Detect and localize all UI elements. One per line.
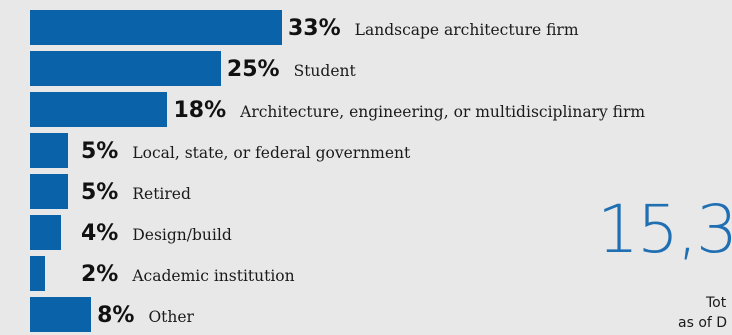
category-label: Academic institution [132, 267, 295, 285]
value-label: 33% [288, 16, 341, 41]
value-label: 5% [81, 139, 119, 164]
bar-7 [30, 256, 46, 291]
category-label: Retired [132, 185, 191, 203]
category-label: Landscape architecture firm [354, 21, 579, 39]
total-members-number: 15,3 [597, 191, 732, 268]
bar-4 [30, 133, 69, 168]
bar-6 [30, 215, 61, 250]
value-label: 18% [173, 98, 227, 123]
bar-1 [30, 10, 282, 45]
bar-3 [30, 92, 168, 127]
bar-5 [30, 174, 69, 209]
value-label: 2% [81, 262, 119, 287]
category-label: Other [148, 308, 194, 326]
value-label: 8% [97, 303, 135, 328]
category-label: Student [293, 62, 356, 80]
value-label: 5% [81, 180, 119, 205]
category-label: Design/build [132, 226, 232, 244]
category-label: Local, state, or federal government [132, 144, 411, 162]
value-label: 4% [81, 221, 119, 246]
bar-8 [30, 297, 92, 332]
bar-2 [30, 51, 221, 86]
category-label: Architecture, engineering, or multidisci… [240, 103, 646, 121]
total-caption: Tot [706, 295, 727, 311]
value-label: 25% [226, 57, 280, 82]
total-date-caption: as of D [678, 315, 728, 331]
